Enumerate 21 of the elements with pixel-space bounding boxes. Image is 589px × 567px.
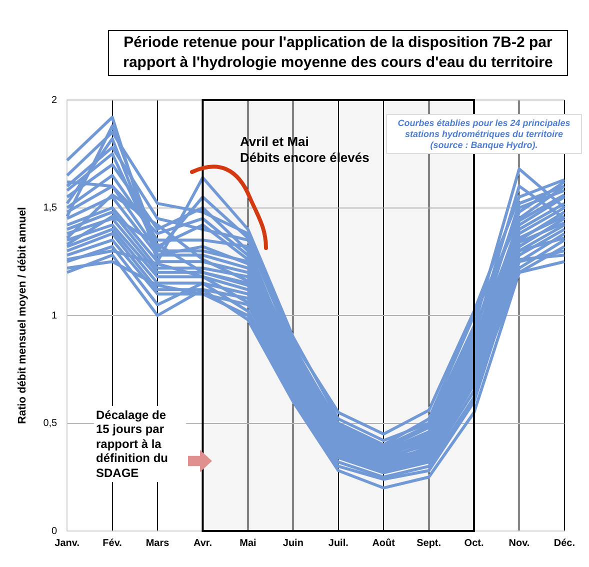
x-tick-label: Déc. [554,538,576,549]
x-tick-label: Mars [146,538,170,549]
y-tick-label: 1 [52,310,58,322]
x-tick-label: Oct. [464,538,484,549]
x-tick-label: Janv. [54,538,80,549]
x-tick-label: Avr. [193,538,212,549]
y-axis-title: Ratio débit mensuel moyen / débit annuel [16,207,29,424]
y-tick-label: 0 [52,526,58,537]
chart-title: Période retenue pour l'application de la disposition 7B-2 par rapport à l'hydrologie moyenne des cours d'eau du territoire [108,30,568,76]
annotation: Courbes établies pour les 24 principales stations hydrométriques du territoire (source : Banque Hydro). [386,114,582,154]
x-tick-label: Juin [282,538,304,549]
x-tick-label: Mai [240,538,257,549]
annotation: Décalage de 15 jours par rapport à la définition du SDAGE [94,406,186,482]
x-tick-label: Fév. [102,538,122,549]
y-tick-label: 0,5 [43,418,58,429]
y-tick-label: 1,5 [43,202,58,214]
x-tick-label: Sept. [416,538,442,549]
y-tick-label: 2 [52,94,58,106]
x-tick-label: Août [372,538,396,549]
x-tick-label: Juil. [328,538,349,549]
x-tick-label: Nov. [508,538,530,549]
